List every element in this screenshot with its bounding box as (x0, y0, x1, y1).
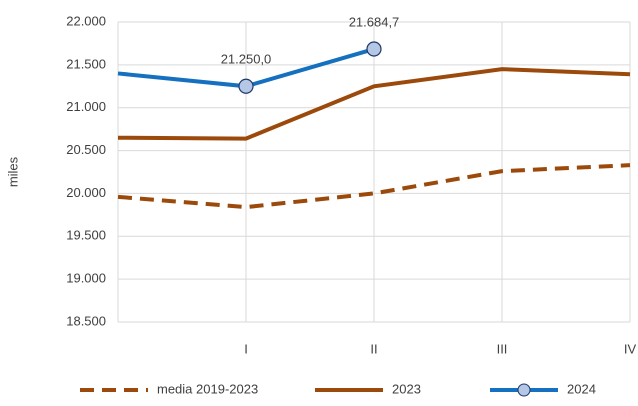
y-tick-label: 21.500 (66, 56, 106, 71)
x-tick-label: I (244, 341, 248, 356)
legend-label: 2023 (392, 381, 421, 396)
y-tick-label: 19.000 (66, 271, 106, 286)
x-tick-label: IV (624, 341, 637, 356)
marker (238, 78, 254, 94)
y-tick-label: 21.000 (66, 99, 106, 114)
legend-marker (517, 383, 531, 397)
x-tick-label: III (497, 341, 508, 356)
series-line (117, 163, 631, 210)
legend-label: 2024 (567, 381, 596, 396)
y-tick-label: 22.000 (66, 13, 106, 28)
y-tick-label: 18.500 (66, 313, 106, 328)
series-line (117, 67, 631, 141)
data-label: 21.684,7 (349, 14, 400, 29)
y-axis-label: miles (5, 156, 20, 187)
y-tick-label: 20.500 (66, 142, 106, 157)
legend-label: media 2019-2023 (157, 381, 258, 396)
y-tick-label: 19.500 (66, 228, 106, 243)
data-label: 21.250,0 (221, 52, 272, 67)
x-tick-label: II (370, 341, 377, 356)
marker (366, 41, 382, 57)
y-tick-label: 20.000 (66, 185, 106, 200)
